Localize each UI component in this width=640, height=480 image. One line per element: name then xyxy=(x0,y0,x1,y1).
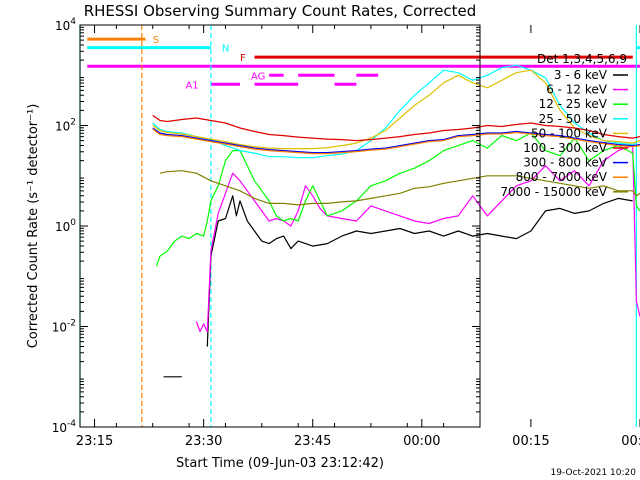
flag-label-n: N xyxy=(222,44,229,55)
x-axis-label: Start Time (09-Jun-03 23:12:42) xyxy=(176,456,384,471)
legend-label-50-100-kev: 50 - 100 keV xyxy=(531,126,608,140)
y-tick-exponent: 4 xyxy=(70,17,76,27)
x-tick-label-1: 23:30 xyxy=(185,434,222,449)
x-tick-label-3: 00:00 xyxy=(403,434,440,449)
y-tick-label-2: 100 xyxy=(55,218,76,234)
y-tick-label-3: 10-2 xyxy=(52,319,76,335)
y-tick-base: 10 xyxy=(55,120,70,134)
y-tick-label-1: 102 xyxy=(55,118,76,134)
legend-label-12-25-kev: 12 - 25 keV xyxy=(539,97,608,111)
y-tick-exponent: 0 xyxy=(70,218,76,228)
series-line-100-300-kev xyxy=(152,114,640,142)
flag-label-s: S xyxy=(153,35,159,46)
y-axis-label: Corrected Count Rate (s⁻¹ detector⁻¹) xyxy=(26,104,41,349)
x-tick-label-5: 00:30 xyxy=(621,434,640,449)
y-tick-base: 10 xyxy=(55,19,70,33)
y-tick-base: 10 xyxy=(52,321,67,335)
y-tick-base: 10 xyxy=(55,220,70,234)
flag-bars: S NF AG A1 xyxy=(87,35,640,91)
legend-label-6-12-kev: 6 - 12 keV xyxy=(546,83,608,97)
y-tick-label-0: 104 xyxy=(55,17,76,33)
legend-label-25-50-kev: 25 - 50 keV xyxy=(539,112,608,126)
legend-label-300-800-kev: 300 - 800 keV xyxy=(523,156,607,170)
series-line-25-50-kev xyxy=(152,64,640,159)
series-line-50-100-kev xyxy=(152,69,640,150)
flag-label-a1: A1 xyxy=(185,80,198,91)
flag-label-f: F xyxy=(240,53,246,64)
legend-label-7000-15000-kev: 7000 - 15000 keV xyxy=(500,185,607,199)
y-tick-base: 10 xyxy=(52,421,67,435)
series-line-300-800-kev xyxy=(152,127,640,154)
series-lines xyxy=(152,64,640,378)
y-tick-exponent: 2 xyxy=(70,118,76,128)
series-line-12-25-kev xyxy=(155,132,640,267)
series-line-3-6-kev xyxy=(206,195,633,347)
legend-title: Det 1,3,4,5,6,9 xyxy=(537,52,627,66)
series-line-6-12-kev xyxy=(195,145,640,333)
x-tick-label-4: 00:15 xyxy=(512,434,549,449)
flag-label-ag: AG xyxy=(251,71,265,82)
series-line-7000-15000-kev xyxy=(159,170,640,206)
legend-label-800-7000-kev: 800 - 7000 keV xyxy=(516,170,608,184)
x-tick-label-0: 23:15 xyxy=(76,434,113,449)
y-tick-exponent: -4 xyxy=(67,419,76,429)
x-tick-label-2: 23:45 xyxy=(294,434,331,449)
chart-title: RHESSI Observing Summary Count Rates, Co… xyxy=(84,2,477,20)
series-line-800-7000-kev xyxy=(152,128,640,155)
legend-label-3-6-kev: 3 - 6 keV xyxy=(554,68,608,82)
y-tick-exponent: -2 xyxy=(67,319,76,329)
legend-label-100-300-kev: 100 - 300 keV xyxy=(523,141,607,155)
date-stamp: 19-Oct-2021 10:20 xyxy=(551,468,637,478)
y-tick-label-4: 10-4 xyxy=(52,419,77,435)
